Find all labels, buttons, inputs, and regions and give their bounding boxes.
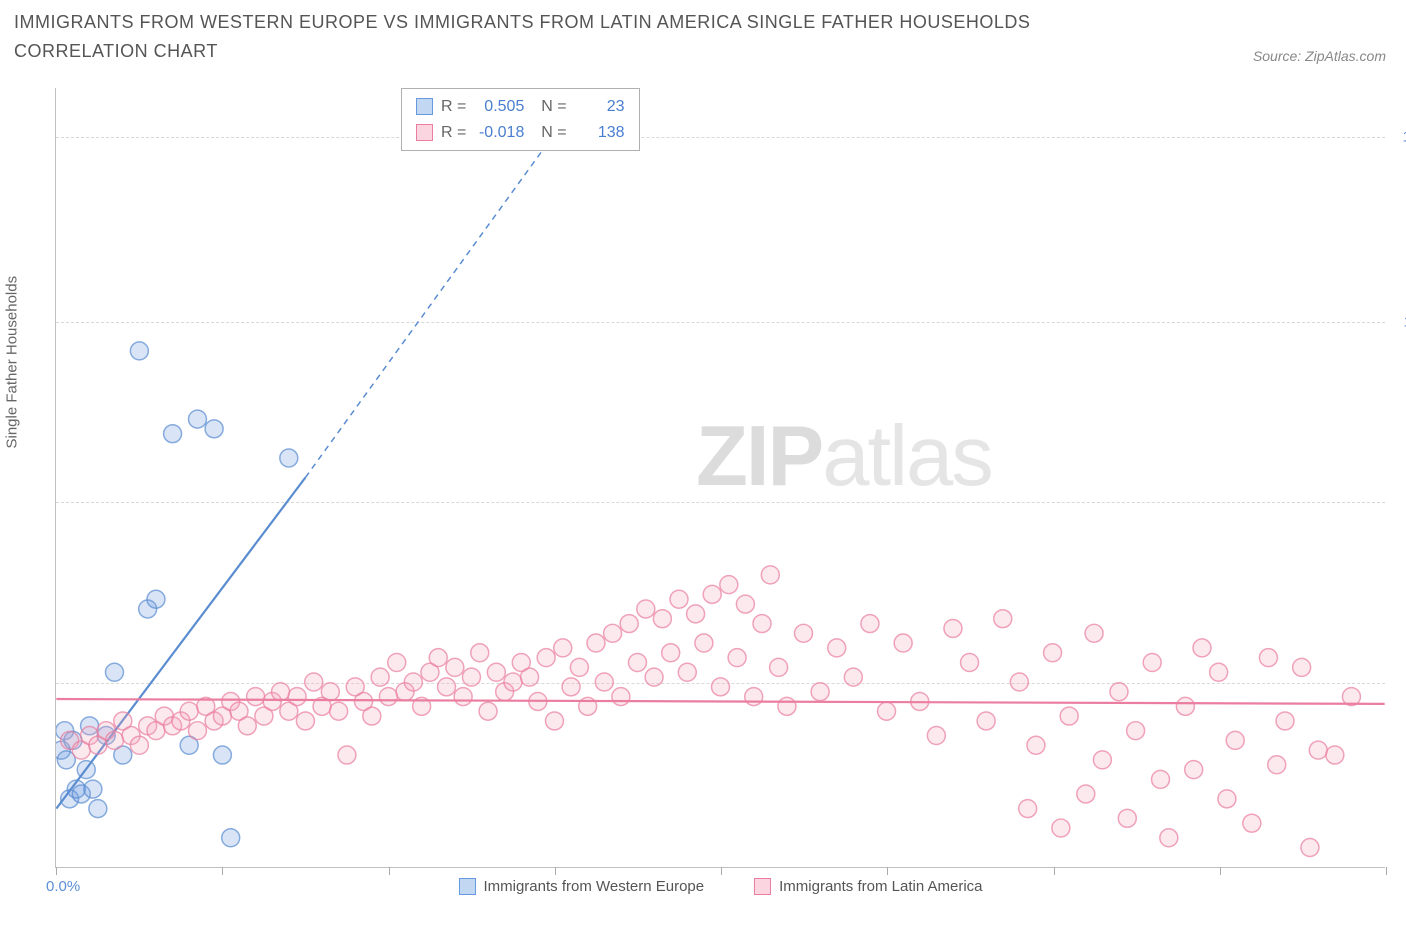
legend-item-1: Immigrants from Western Europe: [458, 878, 704, 895]
y-tick-label: 11.2%: [1390, 314, 1406, 331]
stats-row-series-1: R = 0.505 N = 23: [416, 94, 625, 120]
stats-swatch-pink: [416, 124, 433, 141]
y-tick-label: 15.0%: [1390, 128, 1406, 145]
legend-label-1: Immigrants from Western Europe: [483, 878, 704, 895]
y-tick-label: 3.8%: [1390, 674, 1406, 691]
x-tick-mark: [555, 867, 556, 875]
x-axis-min-label: 0.0%: [46, 878, 80, 895]
x-tick-mark: [1054, 867, 1055, 875]
stats-box: R = 0.505 N = 23 R = -0.018 N = 138: [401, 88, 640, 151]
stats-row-series-2: R = -0.018 N = 138: [416, 120, 625, 146]
chart-title: IMMIGRANTS FROM WESTERN EUROPE VS IMMIGR…: [14, 8, 1114, 66]
x-tick-mark: [721, 867, 722, 875]
x-tick-mark: [222, 867, 223, 875]
x-tick-mark: [56, 867, 57, 875]
x-tick-mark: [1386, 867, 1387, 875]
legend-swatch-pink: [754, 878, 771, 895]
x-tick-mark: [1220, 867, 1221, 875]
chart-plot-area: ZIPatlas R = 0.505 N = 23 R = -0.018 N =…: [55, 88, 1385, 868]
y-tick-label: 7.5%: [1390, 494, 1406, 511]
legend-label-2: Immigrants from Latin America: [779, 878, 982, 895]
y-axis-label: Single Father Households: [4, 276, 21, 449]
scatter-svg: [56, 88, 1385, 867]
x-tick-mark: [389, 867, 390, 875]
legend-swatch-blue: [458, 878, 475, 895]
source-label: Source: ZipAtlas.com: [1253, 48, 1386, 64]
stats-swatch-blue: [416, 98, 433, 115]
legend-item-2: Immigrants from Latin America: [754, 878, 982, 895]
legend: Immigrants from Western Europe Immigrant…: [458, 878, 982, 895]
x-tick-mark: [887, 867, 888, 875]
